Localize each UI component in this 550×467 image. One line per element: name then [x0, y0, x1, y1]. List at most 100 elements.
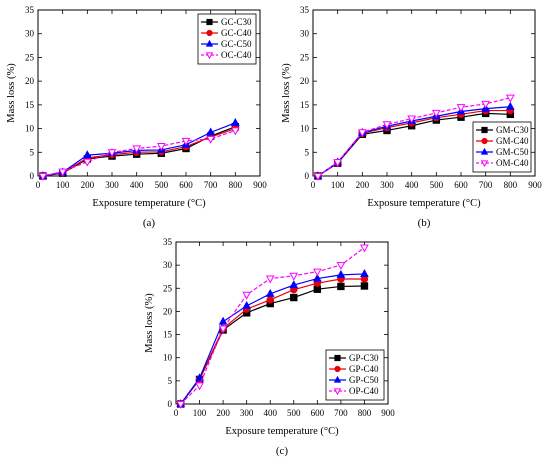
data-point — [218, 316, 228, 325]
legend-label: GP-C50 — [349, 375, 379, 385]
legend-label: OP-C40 — [349, 386, 379, 396]
data-point — [230, 118, 240, 126]
data-point — [336, 262, 346, 271]
data-point — [218, 325, 228, 334]
legend-label: GP-C40 — [349, 364, 379, 374]
x-tick-label: 100 — [193, 408, 207, 418]
y-tick-label: 15 — [25, 100, 35, 110]
legend-marker — [333, 388, 342, 396]
y-tick-label: 0 — [30, 171, 35, 181]
y-tick-label: 15 — [300, 100, 310, 110]
y-tick-label: 0 — [305, 171, 310, 181]
data-point — [107, 149, 117, 158]
data-point — [312, 268, 322, 277]
data-point — [313, 172, 323, 181]
x-tick-label: 100 — [331, 180, 345, 190]
legend-marker — [206, 29, 213, 37]
data-point — [206, 127, 216, 136]
y-tick-label: 5 — [305, 147, 310, 157]
legend-marker — [206, 18, 213, 26]
data-point — [176, 400, 186, 409]
data-point — [382, 121, 392, 130]
data-point — [266, 296, 274, 304]
data-point — [265, 275, 275, 284]
data-point — [313, 285, 322, 293]
x-tick-label: 500 — [155, 180, 169, 190]
y-tick-label: 0 — [168, 399, 173, 409]
legend-label: GM-C40 — [496, 136, 529, 146]
x-tick-label: 900 — [381, 408, 395, 418]
y-tick-label: 20 — [163, 306, 173, 316]
data-point — [407, 115, 417, 124]
data-point — [230, 127, 240, 136]
data-point — [505, 94, 515, 103]
data-point — [333, 159, 343, 168]
legend-label: OM-C40 — [496, 158, 529, 168]
legend-marker — [205, 52, 214, 60]
x-tick-label: 400 — [263, 408, 277, 418]
legend-marker — [333, 375, 342, 383]
legend-marker — [334, 354, 341, 362]
x-tick-label: 0 — [36, 180, 41, 190]
x-tick-label: 300 — [240, 408, 254, 418]
chart-panel-1: 0 100 200 300 400 500 600 700 800 900 0 5 10 15 20 25 30… — [6, 5, 267, 229]
legend-marker — [480, 160, 489, 168]
legend-marker — [334, 365, 341, 373]
y-tick-label: 5 — [30, 147, 35, 157]
x-tick-label: 900 — [528, 180, 542, 190]
plot-frame — [312, 9, 536, 177]
y-tick-label: 15 — [163, 330, 173, 340]
panel-label: (a) — [143, 217, 156, 229]
panel-label: (b) — [418, 217, 431, 229]
plot-frame — [175, 241, 389, 405]
data-point — [312, 273, 322, 282]
legend-label: OC-C40 — [221, 50, 252, 60]
legend-label: GC-C40 — [221, 28, 252, 38]
data-point — [505, 101, 515, 110]
data-point — [357, 129, 367, 138]
data-point — [206, 135, 216, 144]
legend-marker — [481, 137, 488, 145]
legend-label: GM-C30 — [496, 125, 529, 135]
y-axis-title: Mass loss (%) — [144, 293, 155, 353]
x-tick-label: 500 — [430, 180, 444, 190]
x-tick-label: 400 — [130, 180, 144, 190]
x-tick-label: 200 — [81, 180, 95, 190]
y-axis-title: Mass loss (%) — [281, 63, 292, 123]
y-tick-label: 35 — [25, 5, 35, 15]
series-om-c40 — [313, 94, 515, 181]
data-point — [360, 269, 369, 277]
y-tick-label: 30 — [163, 260, 173, 270]
data-point — [337, 282, 345, 291]
x-tick-label: 600 — [454, 180, 468, 190]
y-tick-label: 10 — [300, 124, 310, 134]
y-tick-label: 30 — [300, 29, 310, 39]
x-tick-label: 800 — [358, 408, 372, 418]
data-point — [156, 143, 166, 151]
x-axis-title: Exposure temperature (°C) — [92, 198, 206, 209]
x-tick-label: 800 — [229, 180, 243, 190]
y-tick-label: 25 — [163, 283, 173, 293]
data-point — [431, 109, 441, 118]
data-point — [290, 293, 298, 302]
plot-frame — [37, 9, 261, 177]
chart-panel-2: 0 100 200 300 400 500 600 700 800 900 0 5 10 15 20 25 30… — [281, 5, 542, 229]
y-tick-label: 5 — [168, 376, 173, 386]
y-tick-label: 20 — [300, 76, 310, 86]
data-point — [38, 172, 48, 181]
data-point — [181, 137, 191, 146]
x-tick-label: 100 — [56, 180, 70, 190]
legend-marker — [205, 39, 214, 47]
x-tick-label: 300 — [105, 180, 119, 190]
x-tick-label: 400 — [405, 180, 419, 190]
data-point — [82, 158, 92, 167]
x-tick-label: 300 — [380, 180, 394, 190]
data-point — [289, 280, 299, 289]
y-tick-label: 35 — [163, 237, 173, 247]
x-tick-label: 600 — [311, 408, 325, 418]
y-tick-label: 20 — [25, 76, 35, 86]
